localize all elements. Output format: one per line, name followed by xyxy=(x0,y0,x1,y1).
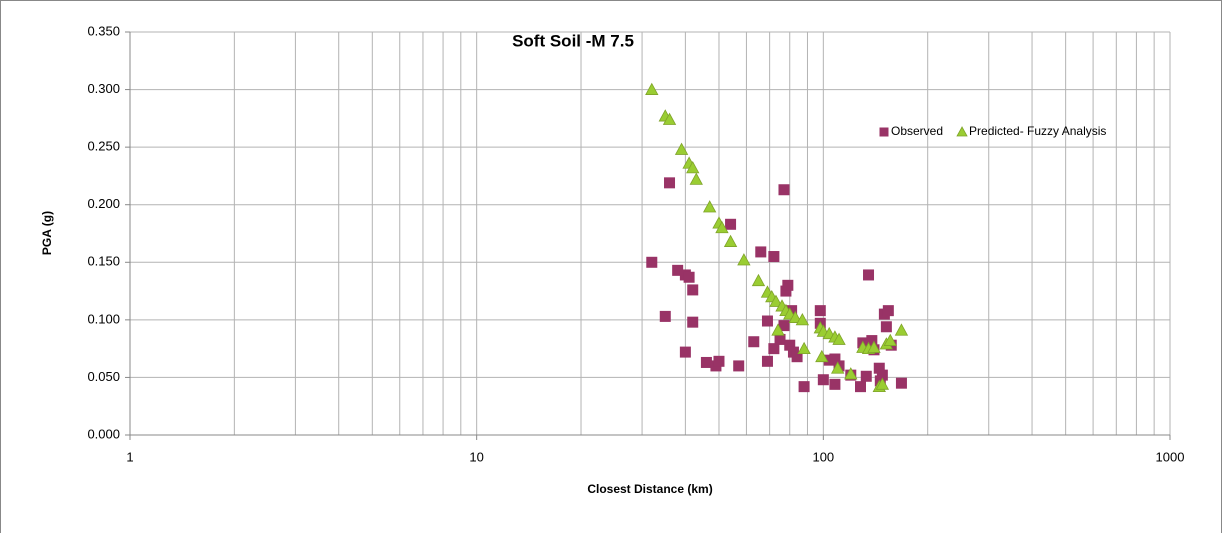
point xyxy=(844,367,858,380)
y-tick-label: 0.200 xyxy=(87,196,120,211)
point xyxy=(768,251,780,263)
point xyxy=(791,351,803,363)
point xyxy=(866,335,878,347)
point xyxy=(761,355,773,367)
point xyxy=(780,285,792,297)
point xyxy=(882,305,894,317)
x-tick-label: 1 xyxy=(126,449,133,464)
y-tick-label: 0.300 xyxy=(87,81,120,96)
point xyxy=(672,264,684,276)
point xyxy=(876,369,888,381)
point xyxy=(751,273,766,287)
point xyxy=(832,332,846,345)
point xyxy=(873,362,885,374)
y-tick-label: 0.000 xyxy=(87,426,120,441)
point xyxy=(645,82,659,95)
y-tick-label: 0.100 xyxy=(87,311,120,326)
legend-label: Predicted- Fuzzy Analysis xyxy=(969,124,1106,138)
point xyxy=(788,310,802,323)
point xyxy=(662,112,677,125)
point xyxy=(715,220,729,234)
point xyxy=(874,375,886,387)
point xyxy=(659,310,671,322)
point xyxy=(867,340,881,353)
point xyxy=(798,381,810,393)
point xyxy=(797,341,811,355)
point xyxy=(883,333,897,346)
point xyxy=(700,356,712,368)
point xyxy=(737,253,751,266)
point xyxy=(795,313,810,326)
point xyxy=(769,294,783,307)
point xyxy=(748,336,760,348)
point xyxy=(679,346,691,358)
point xyxy=(768,343,780,355)
point xyxy=(774,333,786,345)
y-axis-title: PGA (g) xyxy=(40,211,54,255)
point xyxy=(725,218,737,230)
point xyxy=(815,349,829,363)
point xyxy=(713,355,725,367)
point xyxy=(778,320,790,332)
chart-title: Soft Soil -M 7.5 xyxy=(512,31,634,50)
point xyxy=(786,305,798,317)
point xyxy=(894,323,909,336)
point xyxy=(702,200,717,213)
point xyxy=(674,142,689,155)
point xyxy=(875,377,890,390)
x-tick-label: 100 xyxy=(812,449,834,464)
point xyxy=(784,339,796,351)
point xyxy=(733,360,745,372)
y-tick-label: 0.350 xyxy=(87,23,120,38)
point xyxy=(895,377,907,389)
point xyxy=(863,269,875,281)
y-tick-label: 0.050 xyxy=(87,369,120,384)
point xyxy=(880,321,892,333)
point xyxy=(683,271,695,283)
point xyxy=(823,354,835,366)
point xyxy=(646,256,658,268)
x-axis-title: Closest Distance (km) xyxy=(587,482,712,496)
point xyxy=(854,381,866,393)
x-tick-label: 10 xyxy=(469,449,483,464)
point xyxy=(829,353,841,365)
point xyxy=(771,323,785,336)
y-tick-label: 0.250 xyxy=(87,139,120,154)
legend-marker xyxy=(879,127,889,137)
point xyxy=(687,316,699,328)
legend-marker xyxy=(956,126,968,137)
point xyxy=(860,370,872,382)
x-tick-label: 1000 xyxy=(1156,449,1185,464)
y-tick-label: 0.150 xyxy=(87,254,120,269)
point xyxy=(689,172,703,185)
legend-label: Observed xyxy=(891,124,943,138)
point xyxy=(755,246,767,258)
point xyxy=(778,184,790,196)
point xyxy=(831,361,845,374)
point xyxy=(829,378,841,390)
point xyxy=(664,177,676,189)
point xyxy=(761,315,773,327)
point xyxy=(814,305,826,317)
point xyxy=(782,279,794,291)
point xyxy=(686,161,700,174)
point xyxy=(817,374,829,386)
point xyxy=(687,284,699,296)
point xyxy=(723,234,738,247)
